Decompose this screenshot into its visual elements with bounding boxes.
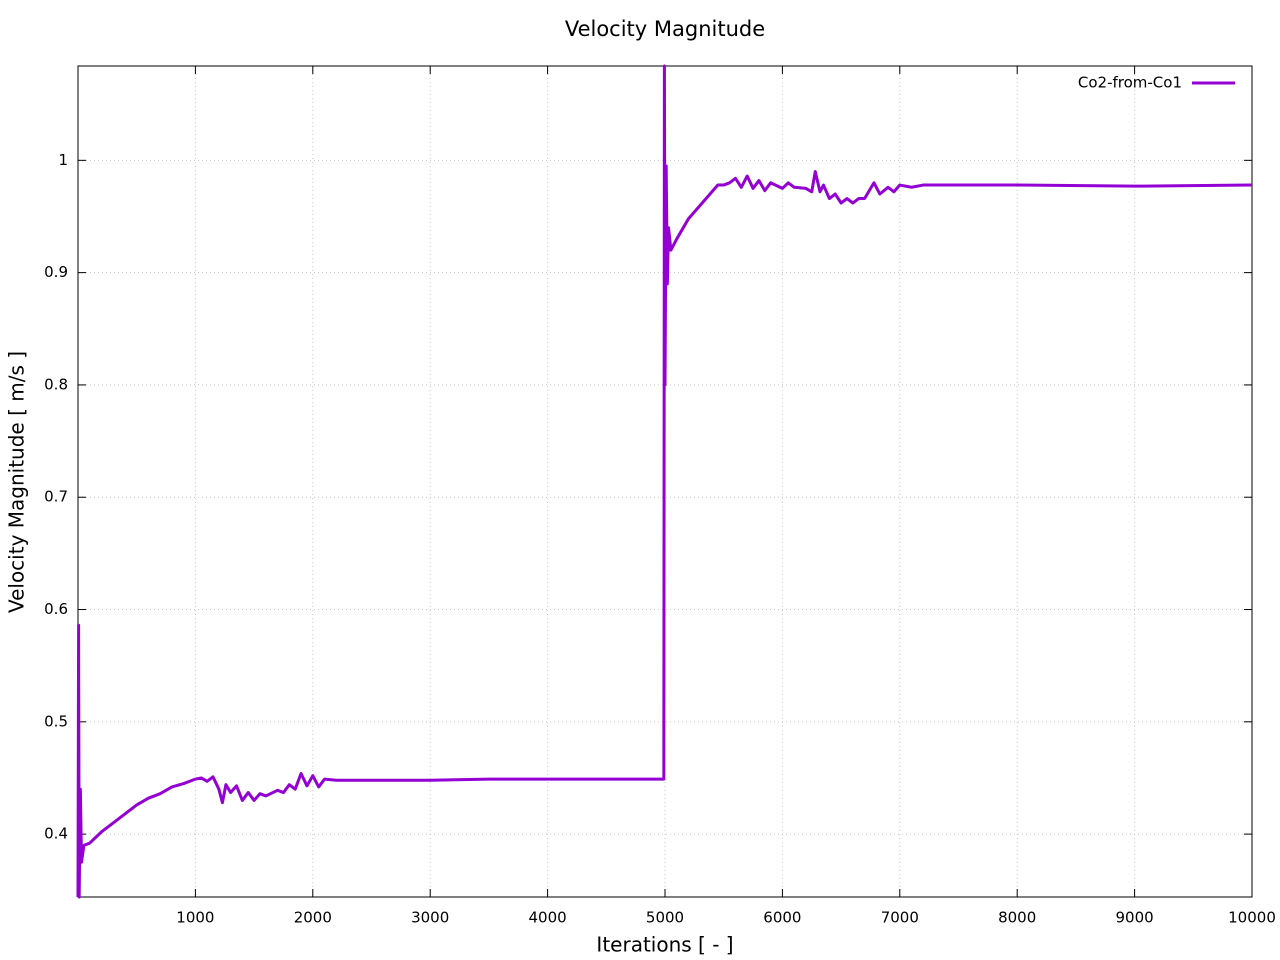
y-tick-label: 0.4 xyxy=(44,825,68,843)
x-tick-label: 2000 xyxy=(294,909,332,927)
y-axis-label: Velocity Magnitude [ m/s ] xyxy=(5,351,29,613)
x-tick-label: 4000 xyxy=(529,909,567,927)
x-tick-label: 3000 xyxy=(411,909,449,927)
x-tick-label: 8000 xyxy=(998,909,1036,927)
x-tick-label: 9000 xyxy=(1116,909,1154,927)
x-tick-label: 10000 xyxy=(1228,909,1276,927)
x-tick-label: 6000 xyxy=(763,909,801,927)
y-tick-label: 0.9 xyxy=(44,263,68,281)
y-tick-label: 0.5 xyxy=(44,712,68,730)
x-tick-label: 1000 xyxy=(176,909,214,927)
y-tick-label: 1 xyxy=(58,151,68,169)
y-tick-label: 0.7 xyxy=(44,488,68,506)
legend-label: Co2-from-Co1 xyxy=(1078,74,1182,92)
line-series xyxy=(76,64,1253,899)
y-tick-label: 0.8 xyxy=(44,375,68,393)
y-tick-label: 0.6 xyxy=(44,600,68,618)
chart-title: Velocity Magnitude xyxy=(565,17,765,41)
x-tick-label: 7000 xyxy=(881,909,919,927)
x-tick-label: 5000 xyxy=(646,909,684,927)
x-axis-label: Iterations [ - ] xyxy=(596,933,733,957)
